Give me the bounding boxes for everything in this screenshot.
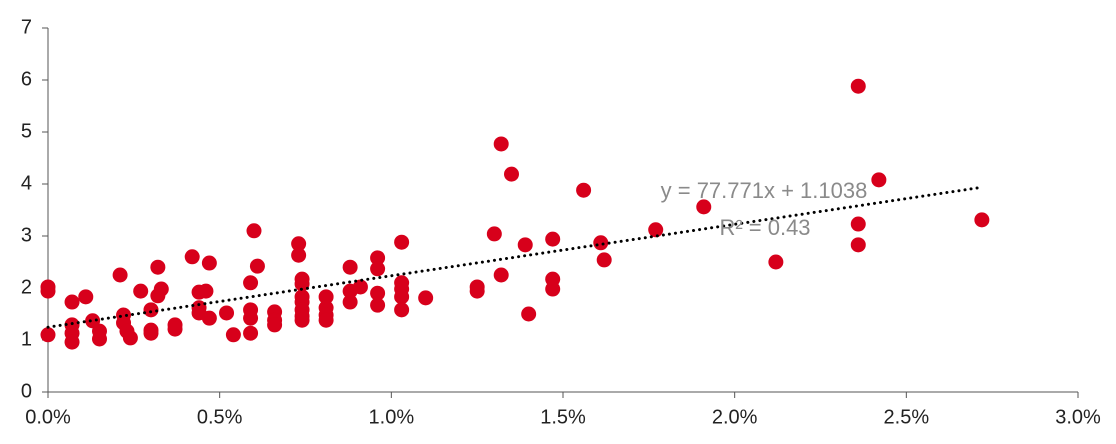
point (201, 255, 217, 271)
point (318, 289, 334, 305)
point (418, 290, 434, 306)
x-tick-label: 2.0% (712, 406, 758, 428)
point (545, 231, 561, 247)
point (593, 235, 609, 251)
y-tick-label: 4 (21, 172, 32, 194)
point (318, 312, 334, 328)
point (342, 259, 358, 275)
point (249, 258, 265, 274)
point (504, 166, 519, 182)
point (394, 289, 410, 305)
trend-equation: y = 77.771x + 1.1038 (661, 178, 868, 203)
point (696, 199, 712, 215)
point (850, 237, 866, 253)
x-tick-label: 0.0% (25, 406, 71, 428)
x-tick-label: 1.5% (540, 406, 586, 428)
point (370, 261, 386, 277)
point (291, 247, 307, 263)
point (201, 310, 217, 326)
y-tick-label: 6 (21, 68, 32, 90)
point (493, 136, 509, 152)
point (768, 254, 784, 270)
point (871, 172, 887, 188)
point (219, 305, 235, 321)
y-tick-label: 3 (21, 224, 32, 246)
point (243, 310, 259, 326)
point (40, 327, 56, 343)
point (294, 312, 310, 328)
point (291, 236, 307, 252)
point (267, 317, 283, 333)
point (974, 212, 990, 228)
point (370, 250, 386, 266)
point (40, 283, 56, 299)
point (394, 234, 410, 250)
y-tick-label: 1 (21, 328, 32, 350)
point (545, 281, 561, 297)
trendline (46, 185, 984, 329)
y-tick-label: 2 (21, 276, 32, 298)
point (521, 306, 537, 322)
point (486, 226, 502, 242)
point (246, 223, 262, 239)
point (342, 294, 358, 310)
point (469, 283, 485, 299)
y-tick-label: 7 (21, 16, 32, 38)
x-tick-label: 2.5% (884, 406, 930, 428)
point (225, 327, 241, 343)
point (850, 78, 866, 94)
point (243, 275, 259, 291)
point (64, 334, 80, 350)
point (122, 330, 138, 346)
point (92, 331, 107, 347)
point (78, 289, 94, 305)
point (143, 325, 159, 341)
r-squared: R² = 0.43 (719, 215, 810, 240)
point (150, 259, 166, 275)
point (143, 302, 159, 318)
point (198, 283, 214, 299)
point (294, 276, 310, 292)
y-tick-label: 0 (21, 380, 32, 402)
point (850, 216, 866, 232)
point (243, 325, 259, 341)
x-tick-label: 3.0% (1055, 406, 1101, 428)
x-tick-label: 0.5% (197, 406, 243, 428)
point (112, 267, 128, 283)
point (133, 283, 149, 299)
point (370, 285, 386, 301)
point (517, 237, 533, 253)
point (596, 252, 612, 268)
point (370, 297, 386, 313)
point (576, 182, 592, 198)
point (184, 249, 200, 265)
point (493, 267, 509, 283)
point (352, 279, 368, 295)
point (167, 321, 183, 337)
point (64, 294, 80, 310)
x-tick-label: 1.0% (369, 406, 415, 428)
y-tick-label: 5 (21, 120, 32, 142)
point (153, 281, 169, 297)
point (648, 222, 664, 238)
point (394, 302, 410, 318)
